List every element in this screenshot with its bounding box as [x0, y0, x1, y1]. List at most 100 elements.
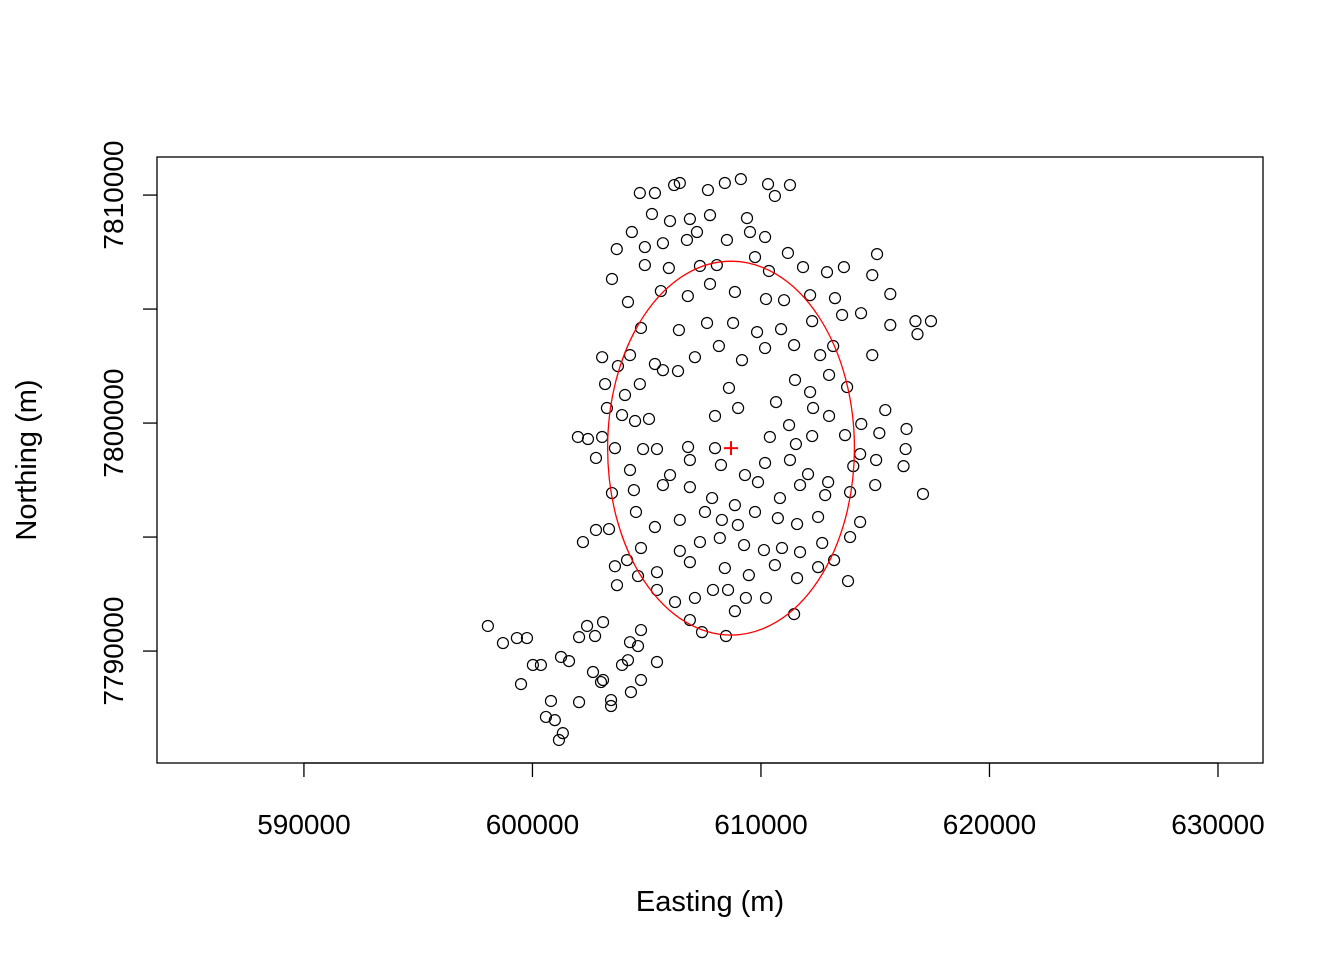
data-point	[783, 178, 797, 192]
data-point	[911, 328, 924, 341]
data-point	[634, 673, 648, 687]
x-tick-label: 630000	[1171, 809, 1264, 840]
data-point	[748, 505, 762, 519]
data-point	[572, 696, 586, 709]
data-point	[820, 266, 834, 279]
data-point	[621, 295, 635, 309]
data-point	[721, 583, 735, 597]
data-point	[884, 318, 897, 332]
data-point	[783, 453, 797, 467]
data-point	[758, 456, 772, 470]
data-point	[642, 412, 656, 426]
data-point	[841, 574, 855, 588]
x-axis: 590000 600000 610000 620000 630000	[257, 762, 1265, 840]
data-point	[688, 591, 702, 605]
data-point	[627, 483, 641, 497]
data-point	[718, 176, 731, 190]
data-point	[562, 654, 576, 668]
data-point	[650, 655, 664, 669]
data-point	[793, 546, 807, 559]
data-point	[777, 294, 791, 307]
data-point	[782, 419, 796, 432]
data-point	[838, 429, 852, 442]
data-point	[758, 230, 772, 244]
data-point	[884, 287, 897, 301]
data-point	[618, 388, 632, 402]
data-point	[604, 693, 618, 707]
x-tick-label: 600000	[486, 809, 579, 840]
data-point	[763, 430, 776, 444]
data-point	[599, 377, 612, 391]
data-point	[788, 373, 802, 387]
data-point	[774, 323, 788, 336]
data-point	[683, 481, 696, 494]
data-point	[656, 237, 670, 250]
data-point	[634, 623, 648, 637]
data-point	[787, 608, 801, 621]
data-point	[738, 468, 752, 482]
data-point	[866, 268, 879, 282]
data-point	[656, 478, 670, 492]
data-point	[703, 209, 717, 222]
data-point	[870, 248, 884, 261]
data-point	[803, 289, 817, 302]
data-point	[596, 673, 610, 687]
data-point	[638, 258, 651, 272]
data-point	[698, 505, 712, 519]
data-point	[771, 512, 784, 525]
data-point	[526, 658, 540, 672]
data-points	[481, 173, 938, 747]
y-tick-label: 7810000	[98, 141, 129, 250]
data-point	[552, 733, 566, 747]
data-point	[496, 636, 510, 650]
data-point	[673, 513, 686, 527]
data-point	[633, 186, 646, 200]
data-point	[605, 272, 619, 286]
data-point	[693, 535, 707, 549]
data-point	[623, 349, 637, 362]
data-point	[814, 349, 827, 362]
data-point	[712, 339, 726, 353]
data-point	[897, 460, 910, 473]
data-point	[663, 468, 677, 482]
data-point	[672, 323, 686, 337]
data-point	[822, 409, 836, 423]
data-point	[594, 675, 608, 689]
data-point	[663, 214, 677, 228]
confidence-ellipse	[606, 260, 856, 636]
data-point	[683, 212, 696, 226]
data-point	[576, 535, 590, 549]
data-point	[645, 207, 659, 221]
data-point	[656, 364, 670, 377]
data-point	[634, 541, 648, 555]
data-point	[758, 341, 772, 355]
data-point	[638, 240, 651, 254]
data-point	[588, 629, 602, 643]
data-point	[596, 616, 610, 629]
data-point	[735, 354, 749, 367]
data-point	[648, 520, 662, 534]
data-point	[789, 437, 803, 451]
data-point	[854, 307, 868, 320]
data-point	[648, 186, 662, 200]
data-point	[600, 401, 614, 415]
data-point	[803, 385, 817, 399]
data-point	[589, 451, 603, 465]
data-point	[743, 225, 757, 239]
data-point	[835, 308, 849, 322]
data-point	[631, 639, 645, 653]
data-point	[737, 538, 751, 552]
data-point	[761, 178, 775, 191]
data-point	[683, 556, 696, 569]
data-point	[748, 250, 762, 264]
plot-frame	[156, 156, 1264, 764]
data-point	[629, 505, 643, 519]
data-point	[690, 225, 704, 239]
data-point	[596, 430, 609, 444]
data-point	[633, 377, 646, 391]
data-point	[769, 395, 783, 409]
data-point	[683, 453, 696, 467]
data-point	[596, 351, 609, 364]
data-point	[581, 432, 595, 446]
